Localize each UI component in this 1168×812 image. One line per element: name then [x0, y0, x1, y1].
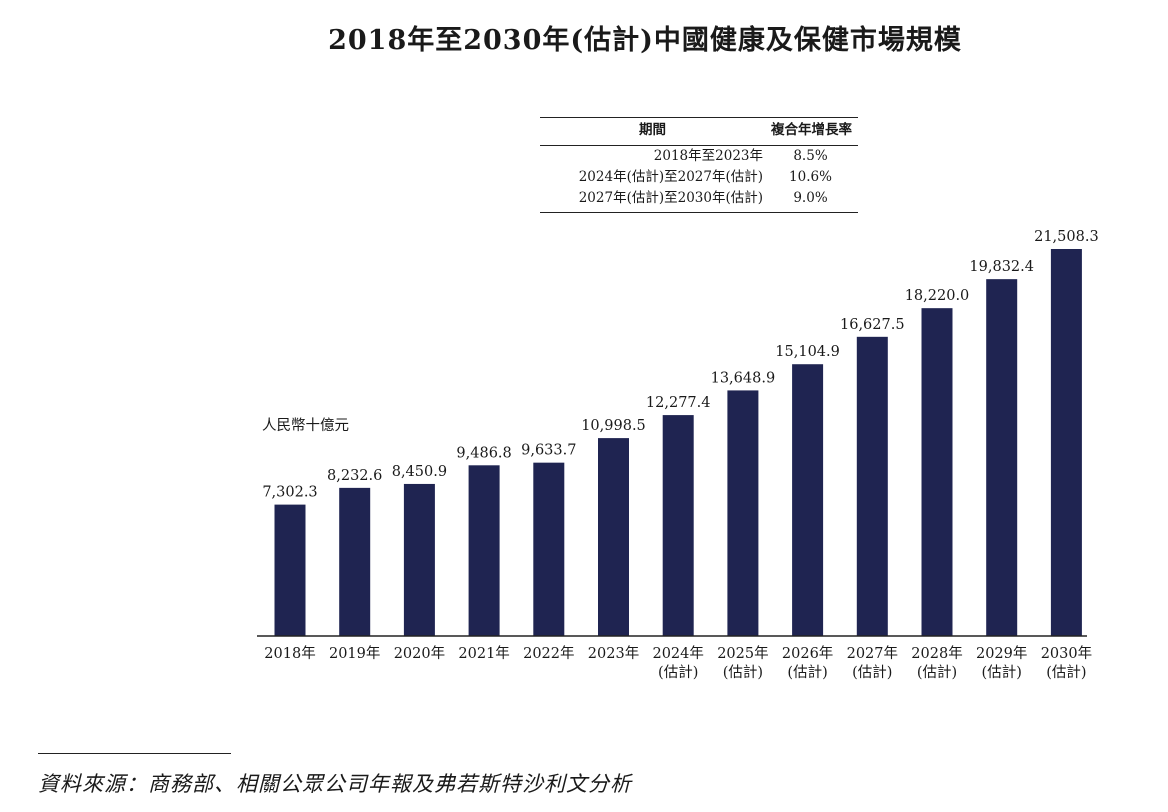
data-label: 7,302.3 [262, 485, 317, 501]
cagr-row: 2018年至2023年 8.5% [540, 146, 858, 167]
chart-title: 2018年至2030年(估計)中國健康及保健市場規模 [328, 25, 962, 56]
bar [792, 364, 824, 636]
x-tick-label: 2023年 [588, 645, 639, 662]
cagr-rate: 8.5% [793, 148, 828, 164]
cagr-rate: 10.6% [789, 169, 832, 185]
cagr-row: 2027年(估計)至2030年(估計) 9.0% [540, 188, 858, 209]
x-tick-note: (估計) [787, 664, 827, 681]
bar [274, 504, 306, 636]
x-tick-label: 2026年 [782, 645, 833, 662]
bar [662, 415, 694, 636]
x-tick-label: 2027年 [847, 645, 898, 662]
bar [727, 390, 759, 636]
table-rule-bottom [540, 212, 858, 213]
x-tick-label: 2024年 [652, 645, 703, 662]
data-label: 15,104.9 [775, 344, 840, 360]
data-label: 19,832.4 [969, 259, 1034, 275]
x-tick-label: 2022年 [523, 645, 574, 662]
bar [533, 462, 565, 636]
x-tick-note: (估計) [917, 664, 957, 681]
data-label: 9,633.7 [521, 443, 576, 459]
x-tick-label: 2029年 [976, 645, 1027, 662]
x-tick-note: (估計) [982, 664, 1022, 681]
source-note: 資料來源：商務部、相關公眾公司年報及弗若斯特沙利文分析 [38, 772, 632, 796]
bar [986, 279, 1018, 636]
x-tick-label: 2030年 [1041, 645, 1092, 662]
x-tick-label: 2028年 [911, 645, 962, 662]
data-label: 10,998.5 [581, 418, 646, 434]
x-tick-label: 2020年 [394, 645, 445, 662]
bar [1050, 249, 1082, 636]
cagr-table-header: 期間 複合年增長率 [540, 118, 858, 142]
x-tick-note: (估計) [852, 664, 892, 681]
cagr-rate: 9.0% [793, 190, 828, 206]
bar [468, 465, 500, 636]
x-tick-note: (估計) [1046, 664, 1086, 681]
data-label: 21,508.3 [1034, 229, 1099, 245]
bar [598, 438, 629, 636]
header-period: 期間 [639, 122, 667, 138]
x-tick-label: 2018年 [264, 645, 315, 662]
y-unit-label: 人民幣十億元 [262, 418, 349, 434]
table-rule-mid [540, 145, 858, 146]
cagr-period: 2018年至2023年 [653, 148, 763, 164]
cagr-row: 2024年(估計)至2027年(估計) 10.6% [540, 167, 858, 188]
cagr-period: 2027年(估計)至2030年(估計) [578, 190, 763, 206]
data-label: 12,277.4 [646, 395, 711, 411]
footnote-rule [38, 753, 231, 754]
data-label: 8,450.9 [392, 464, 447, 480]
bar [921, 308, 953, 636]
bar [339, 487, 371, 636]
x-tick-label: 2021年 [458, 645, 509, 662]
x-tick-label: 2019年 [329, 645, 380, 662]
data-label: 16,627.5 [840, 317, 905, 333]
x-tick-label: 2025年 [717, 645, 768, 662]
data-label: 8,232.6 [327, 468, 382, 484]
header-rate: 複合年增長率 [771, 122, 853, 138]
x-tick-note: (估計) [658, 664, 698, 681]
data-label: 9,486.8 [456, 445, 511, 461]
data-label: 18,220.0 [905, 288, 970, 304]
cagr-table: 期間 複合年增長率 2018年至2023年 8.5% 2024年(估計)至202… [540, 117, 858, 213]
bar [856, 336, 888, 636]
bar [403, 483, 435, 636]
cagr-period: 2024年(估計)至2027年(估計) [578, 169, 763, 185]
data-label: 13,648.9 [711, 370, 776, 386]
x-tick-note: (估計) [723, 664, 763, 681]
table-rule-top [540, 117, 858, 118]
